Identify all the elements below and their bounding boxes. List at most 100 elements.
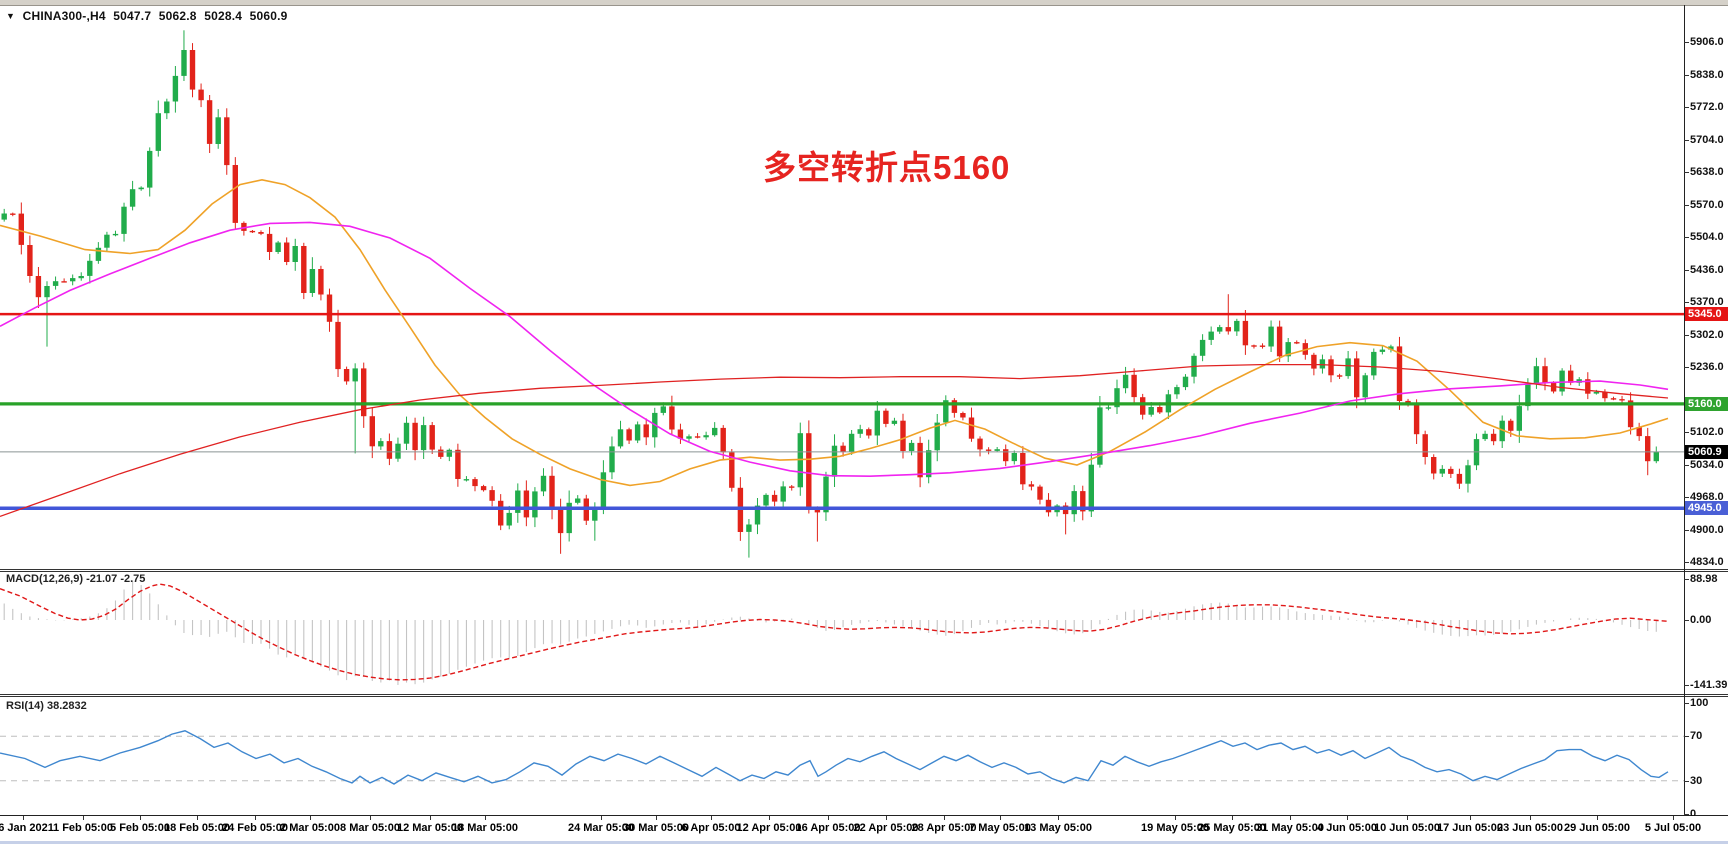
price-tick-mark	[1684, 42, 1689, 43]
price-tick-mark	[1684, 270, 1689, 271]
horizontal-levels	[0, 312, 1684, 510]
time-tick-label: 1 Feb 05:00	[53, 822, 113, 834]
price-tick-mark	[1684, 562, 1689, 563]
time-tick-mark	[1000, 816, 1001, 820]
time-tick-mark	[1058, 816, 1059, 820]
price-tick-label: 5570.0	[1690, 199, 1724, 211]
price-tick-label: 4834.0	[1690, 556, 1724, 568]
price-tick-mark	[1684, 335, 1689, 336]
pane-splitter-macd-rsi[interactable]	[0, 694, 1728, 697]
time-tick-mark	[1232, 816, 1233, 820]
time-tick-label: 4 Jun 05:00	[1317, 822, 1377, 834]
ma-mid-magenta	[0, 221, 1669, 478]
price-level-badge: 5060.9	[1685, 445, 1728, 459]
time-tick-label: 8 Mar 05:00	[340, 822, 400, 834]
price-tick-label: 5704.0	[1690, 134, 1724, 146]
price-tick-mark	[1684, 497, 1689, 498]
time-tick-label: 17 Jun 05:00	[1436, 822, 1504, 834]
chart-header: ▼ CHINA300-,H4 5047.7 5062.8 5028.4 5060…	[6, 9, 292, 23]
price-axis-border	[1684, 5, 1685, 816]
time-tick-label: 2 Mar 05:00	[280, 822, 340, 834]
price-tick-mark	[1684, 140, 1689, 141]
time-tick-label: 26 Jan 2021	[0, 822, 54, 834]
time-tick-mark	[886, 816, 887, 820]
rsi-tick-mark	[1684, 814, 1689, 815]
time-tick-label: 30 Mar 05:00	[622, 822, 690, 834]
symbol-dropdown-arrow-icon[interactable]: ▼	[6, 11, 16, 21]
pane-splitter-main-macd[interactable]	[0, 569, 1728, 572]
price-tick-label: 5838.0	[1690, 69, 1724, 81]
ohlc-high-value: 5062.8	[158, 9, 197, 23]
time-tick-mark	[430, 816, 431, 820]
time-tick-label: 12 Mar 05:00	[396, 822, 464, 834]
time-tick-mark	[1470, 816, 1471, 820]
time-tick-mark	[1530, 816, 1531, 820]
ohlc-open-value: 5047.7	[113, 9, 152, 23]
rsi-indicator-label: RSI(14) 38.2832	[6, 700, 87, 712]
price-tick-label: 5504.0	[1690, 231, 1724, 243]
price-tick-mark	[1684, 205, 1689, 206]
price-tick-label: 5102.0	[1690, 426, 1724, 438]
macd-tick-mark	[1684, 685, 1689, 686]
price-tick-mark	[1684, 465, 1689, 466]
price-tick-mark	[1684, 75, 1689, 76]
rsi-line	[0, 730, 1669, 785]
time-tick-label: 5 Jul 05:00	[1644, 822, 1702, 834]
price-tick-label: 5906.0	[1690, 36, 1724, 48]
time-tick-mark	[255, 816, 256, 820]
price-level-badge: 4945.0	[1685, 501, 1728, 515]
ma-fast-orange	[0, 178, 1669, 487]
time-tick-mark	[601, 816, 602, 820]
time-tick-mark	[828, 816, 829, 820]
macd-tick-label: 0.00	[1690, 614, 1712, 626]
time-tick-label: 25 May 05:00	[1198, 822, 1266, 834]
price-tick-label: 5236.0	[1690, 361, 1724, 373]
rsi-tick-label: 0	[1690, 808, 1697, 820]
price-tick-mark	[1684, 432, 1689, 433]
time-tick-label: 28 Apr 05:00	[911, 822, 977, 834]
price-tick-mark	[1684, 302, 1689, 303]
price-level-badge: 5160.0	[1685, 397, 1728, 411]
ohlc-low-value: 5028.4	[204, 9, 243, 23]
price-tick-label: 5772.0	[1690, 101, 1724, 113]
rsi-tick-label: 100	[1690, 697, 1709, 709]
time-tick-mark	[1597, 816, 1598, 820]
time-tick-mark	[83, 816, 84, 820]
rsi-tick-label: 70	[1690, 730, 1703, 742]
time-tick-mark	[1673, 816, 1674, 820]
price-tick-mark	[1684, 367, 1689, 368]
time-tick-label: 31 May 05:00	[1256, 822, 1324, 834]
rsi-tick-mark	[1684, 781, 1689, 782]
rsi-tick-mark	[1684, 736, 1689, 737]
time-tick-label: 24 Feb 05:00	[221, 822, 289, 834]
time-tick-mark	[140, 816, 141, 820]
macd-indicator-label: MACD(12,26,9) -21.07 -2.75	[6, 573, 146, 585]
ma-slow-red	[0, 363, 1669, 518]
price-tick-label: 5034.0	[1690, 459, 1724, 471]
price-tick-mark	[1684, 107, 1689, 108]
price-tick-label: 5436.0	[1690, 264, 1724, 276]
time-tick-mark	[711, 816, 712, 820]
time-tick-label: 6 Apr 05:00	[681, 822, 741, 834]
annotation-text: 多空转折点5160	[763, 149, 1011, 186]
price-tick-label: 4900.0	[1690, 524, 1724, 536]
time-tick-mark	[769, 816, 770, 820]
macd-tick-mark	[1684, 620, 1689, 621]
time-tick-mark	[1175, 816, 1176, 820]
price-tick-mark	[1684, 530, 1689, 531]
time-tick-label: 10 Jun 05:00	[1373, 822, 1441, 834]
time-tick-mark	[485, 816, 486, 820]
time-tick-mark	[944, 816, 945, 820]
price-level-badge: 5345.0	[1685, 307, 1728, 321]
macd-tick-mark	[1684, 579, 1689, 580]
macd-tick-label: -141.39	[1690, 679, 1728, 691]
time-tick-mark	[197, 816, 198, 820]
time-tick-mark	[1347, 816, 1348, 820]
time-tick-label: 18 Mar 05:00	[451, 822, 519, 834]
time-tick-label: 23 Jun 05:00	[1496, 822, 1564, 834]
time-tick-label: 12 Apr 05:00	[736, 822, 802, 834]
time-tick-label: 16 Apr 05:00	[795, 822, 861, 834]
